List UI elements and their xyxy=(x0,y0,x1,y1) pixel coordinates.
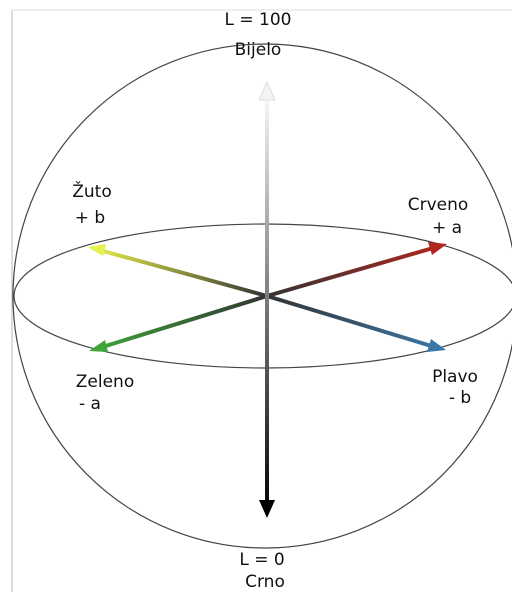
label: L = 100 xyxy=(225,10,292,30)
label: Žuto xyxy=(72,180,112,202)
label: + b xyxy=(75,208,105,228)
label: Crveno xyxy=(408,195,469,215)
axis-minus-a xyxy=(95,294,268,351)
label: Bijelo xyxy=(235,40,282,60)
label: + a xyxy=(432,218,462,238)
arrowhead xyxy=(258,80,276,101)
arrowhead xyxy=(428,242,447,255)
axis-plus-a xyxy=(266,244,441,298)
arrowhead xyxy=(427,339,446,352)
label: - a xyxy=(79,394,101,414)
label: L = 0 xyxy=(239,550,284,570)
label: Crno xyxy=(245,572,285,592)
arrowhead xyxy=(89,340,108,352)
label: - b xyxy=(449,388,471,408)
label: Zeleno xyxy=(76,372,134,392)
axis-minus-b xyxy=(266,294,439,350)
axis-plus-b xyxy=(91,246,268,298)
sphere xyxy=(12,43,512,549)
arrowhead xyxy=(88,244,106,256)
arrowhead xyxy=(259,500,275,518)
label: Plavo xyxy=(432,367,478,387)
